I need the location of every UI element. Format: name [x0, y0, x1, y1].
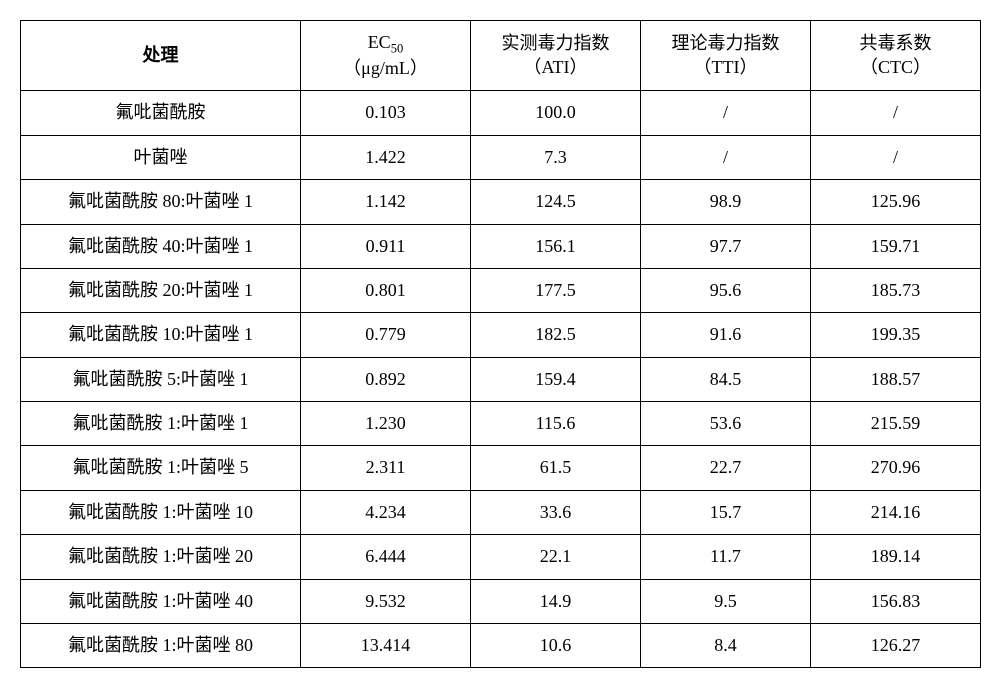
- cell-ati: 33.6: [471, 490, 641, 534]
- cell-tti: 9.5: [641, 579, 811, 623]
- cell-ati: 182.5: [471, 313, 641, 357]
- table-row: 氟吡菌酰胺 1:叶菌唑 104.23433.615.7214.16: [21, 490, 981, 534]
- table-row: 氟吡菌酰胺 40:叶菌唑 10.911156.197.7159.71: [21, 224, 981, 268]
- cell-ec50: 9.532: [301, 579, 471, 623]
- cell-tti: 95.6: [641, 268, 811, 312]
- cell-ati: 115.6: [471, 402, 641, 446]
- cell-treatment: 叶菌唑: [21, 135, 301, 179]
- cell-tti: 97.7: [641, 224, 811, 268]
- cell-ati: 22.1: [471, 535, 641, 579]
- cell-treatment: 氟吡菌酰胺 1:叶菌唑 80: [21, 624, 301, 668]
- cell-treatment: 氟吡菌酰胺 80:叶菌唑 1: [21, 180, 301, 224]
- col-header-ctc: 共毒系数 （CTC）: [811, 21, 981, 91]
- cell-ctc: 156.83: [811, 579, 981, 623]
- cell-tti: 11.7: [641, 535, 811, 579]
- cell-tti: 91.6: [641, 313, 811, 357]
- cell-treatment: 氟吡菌酰胺 1:叶菌唑 20: [21, 535, 301, 579]
- cell-ctc: 189.14: [811, 535, 981, 579]
- cell-ec50: 0.892: [301, 357, 471, 401]
- cell-ctc: 185.73: [811, 268, 981, 312]
- cell-treatment: 氟吡菌酰胺 5:叶菌唑 1: [21, 357, 301, 401]
- cell-treatment: 氟吡菌酰胺 20:叶菌唑 1: [21, 268, 301, 312]
- cell-tti: 15.7: [641, 490, 811, 534]
- cell-ati: 10.6: [471, 624, 641, 668]
- cell-ati: 177.5: [471, 268, 641, 312]
- col-header-sub: （ATI）: [524, 57, 588, 77]
- cell-ctc: 125.96: [811, 180, 981, 224]
- table-row: 氟吡菌酰胺 1:叶菌唑 52.31161.522.7270.96: [21, 446, 981, 490]
- col-header-ati: 实测毒力指数 （ATI）: [471, 21, 641, 91]
- cell-ati: 156.1: [471, 224, 641, 268]
- cell-ctc: 270.96: [811, 446, 981, 490]
- table-row: 氟吡菌酰胺 20:叶菌唑 10.801177.595.6185.73: [21, 268, 981, 312]
- table-row: 氟吡菌酰胺 1:叶菌唑 11.230115.653.6215.59: [21, 402, 981, 446]
- cell-ec50: 0.911: [301, 224, 471, 268]
- cell-ctc: /: [811, 135, 981, 179]
- cell-ati: 61.5: [471, 446, 641, 490]
- cell-ati: 159.4: [471, 357, 641, 401]
- cell-ati: 124.5: [471, 180, 641, 224]
- table-row: 氟吡菌酰胺 1:叶菌唑 409.53214.99.5156.83: [21, 579, 981, 623]
- col-header-sub: （CTC）: [860, 57, 931, 77]
- cell-ati: 100.0: [471, 91, 641, 135]
- col-header-sub: （μg/mL）: [343, 58, 428, 78]
- col-header-ec50: EC50 （μg/mL）: [301, 21, 471, 91]
- cell-treatment: 氟吡菌酰胺 40:叶菌唑 1: [21, 224, 301, 268]
- cell-tti: 84.5: [641, 357, 811, 401]
- table-header-row: 处理 EC50 （μg/mL） 实测毒力指数 （ATI） 理论毒力指数 （TTI…: [21, 21, 981, 91]
- cell-treatment: 氟吡菌酰胺 1:叶菌唑 5: [21, 446, 301, 490]
- table-row: 氟吡菌酰胺 10:叶菌唑 10.779182.591.6199.35: [21, 313, 981, 357]
- cell-ec50: 13.414: [301, 624, 471, 668]
- cell-ec50: 0.779: [301, 313, 471, 357]
- cell-ec50: 1.422: [301, 135, 471, 179]
- col-header-sub: （TTI）: [694, 57, 758, 77]
- cell-ati: 7.3: [471, 135, 641, 179]
- cell-ec50: 2.311: [301, 446, 471, 490]
- col-header-label: 实测毒力指数: [502, 33, 610, 53]
- table-row: 叶菌唑1.4227.3//: [21, 135, 981, 179]
- cell-treatment: 氟吡菌酰胺: [21, 91, 301, 135]
- cell-ec50: 0.103: [301, 91, 471, 135]
- cell-tti: /: [641, 135, 811, 179]
- cell-ctc: 214.16: [811, 490, 981, 534]
- cell-tti: 98.9: [641, 180, 811, 224]
- cell-ctc: 215.59: [811, 402, 981, 446]
- col-header-label: 理论毒力指数: [672, 33, 780, 53]
- cell-ec50: 4.234: [301, 490, 471, 534]
- table-row: 氟吡菌酰胺0.103100.0//: [21, 91, 981, 135]
- cell-ctc: 159.71: [811, 224, 981, 268]
- cell-tti: 8.4: [641, 624, 811, 668]
- cell-ec50: 6.444: [301, 535, 471, 579]
- col-header-tti: 理论毒力指数 （TTI）: [641, 21, 811, 91]
- cell-treatment: 氟吡菌酰胺 10:叶菌唑 1: [21, 313, 301, 357]
- col-header-label: 共毒系数: [860, 33, 932, 53]
- cell-tti: 22.7: [641, 446, 811, 490]
- toxicity-table: 处理 EC50 （μg/mL） 实测毒力指数 （ATI） 理论毒力指数 （TTI…: [20, 20, 981, 668]
- cell-ati: 14.9: [471, 579, 641, 623]
- table-row: 氟吡菌酰胺 1:叶菌唑 8013.41410.68.4126.27: [21, 624, 981, 668]
- table-body: 氟吡菌酰胺0.103100.0//叶菌唑1.4227.3//氟吡菌酰胺 80:叶…: [21, 91, 981, 668]
- cell-ctc: 199.35: [811, 313, 981, 357]
- cell-treatment: 氟吡菌酰胺 1:叶菌唑 1: [21, 402, 301, 446]
- col-header-label: EC50: [368, 32, 404, 52]
- cell-ec50: 0.801: [301, 268, 471, 312]
- table-row: 氟吡菌酰胺 1:叶菌唑 206.44422.111.7189.14: [21, 535, 981, 579]
- table-row: 氟吡菌酰胺 5:叶菌唑 10.892159.484.5188.57: [21, 357, 981, 401]
- table-row: 氟吡菌酰胺 80:叶菌唑 11.142124.598.9125.96: [21, 180, 981, 224]
- cell-tti: 53.6: [641, 402, 811, 446]
- cell-ctc: 188.57: [811, 357, 981, 401]
- cell-ec50: 1.230: [301, 402, 471, 446]
- cell-tti: /: [641, 91, 811, 135]
- col-header-label: 处理: [143, 45, 179, 65]
- cell-ec50: 1.142: [301, 180, 471, 224]
- col-header-treatment: 处理: [21, 21, 301, 91]
- cell-ctc: 126.27: [811, 624, 981, 668]
- cell-treatment: 氟吡菌酰胺 1:叶菌唑 10: [21, 490, 301, 534]
- cell-ctc: /: [811, 91, 981, 135]
- cell-treatment: 氟吡菌酰胺 1:叶菌唑 40: [21, 579, 301, 623]
